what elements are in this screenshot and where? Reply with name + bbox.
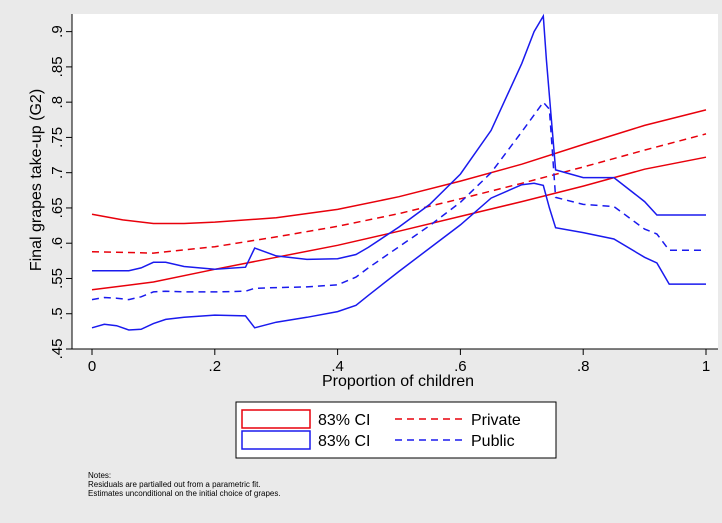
y-tick-label: .6 [49,237,66,250]
x-tick-label: 1 [702,358,710,375]
note-line: Residuals are partialled out from a para… [88,480,261,489]
legend-label: 83% CI [318,433,370,450]
legend: 83% CI Private 83% CI Public [235,401,557,459]
y-tick-label: .8 [49,96,66,109]
y-tick-label: .75 [49,127,66,148]
y-tick-label: .85 [49,56,66,77]
x-axis-title: Proportion of children [322,373,474,390]
y-tick-label: .55 [49,268,66,289]
notes: Notes:Residuals are partialled out from … [88,471,281,498]
y-tick-label: .9 [49,25,66,38]
series-line-public-ci-upper [92,13,706,272]
axis-layer: 0 .2 .4 .6 .8 1 .45 .5 .55 .6 .65 .7 .75 .8 .85 .9 [49,14,718,375]
note-line: Estimates unconditional on the initial c… [88,489,281,498]
y-tick-label: .45 [49,339,66,360]
legend-label: Private [471,412,521,429]
x-tick-label: 0 [88,358,96,375]
series-line-private-estimate [91,133,707,254]
x-tick-label: .6 [454,358,467,375]
series-line-public-ci-lower [91,182,706,331]
legend-key-ci [241,430,311,450]
series-layer [91,13,707,331]
note-line: Notes: [88,471,111,480]
x-tick-label: .2 [209,358,222,375]
legend-key-ci [241,409,311,429]
x-tick-label: .8 [577,358,590,375]
legend-label: 83% CI [318,412,370,429]
y-tick-label: .5 [49,307,66,320]
series-line-private-ci-lower [91,156,707,291]
series-line-public-estimate [91,100,706,301]
series-line-private-ci-upper [91,109,707,225]
x-tick-label: .4 [331,358,344,375]
legend-label: Public [471,433,515,450]
y-axis-title: Final grapes take-up (G2) [28,89,45,271]
y-tick-label: .7 [49,166,66,179]
plot-area [72,14,718,349]
y-tick-label: .65 [49,197,66,218]
